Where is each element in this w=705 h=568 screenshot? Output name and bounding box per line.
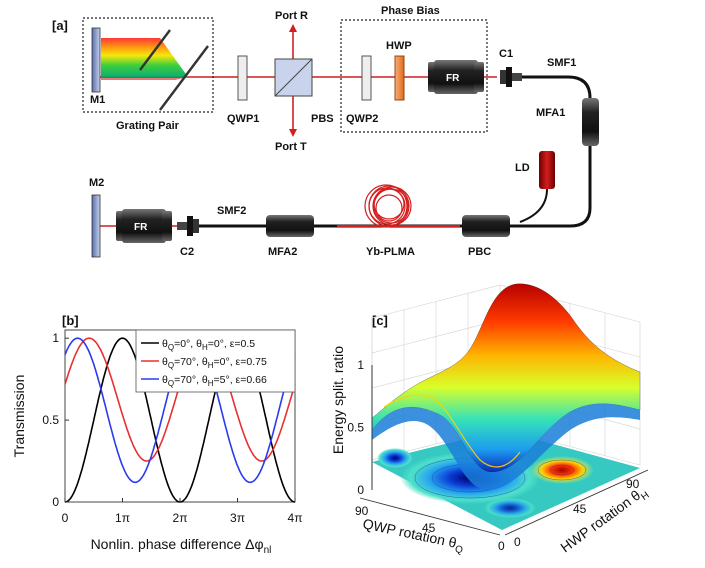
grating-1 [139,29,171,71]
faraday-rotator-2: FR [116,209,172,243]
legend-entry-2: θQ=70°, θH=0°, ε=0.75 [162,356,267,370]
panel-c-surface [371,283,641,490]
yb-plma-label: Yb-PLMA [366,246,415,258]
panel-b-x-tick-label-1: 1π [115,511,130,525]
qwp1-plate [237,55,248,101]
panel-b-y-tick-label-1: 0.5 [42,413,59,427]
ld-label: LD [515,162,530,174]
phase-bias-box [340,19,488,133]
fiber-smf1 [522,75,592,228]
panel-c-tag: [c] [372,313,388,328]
mfa1-component [582,98,599,146]
mirror-m1 [91,27,101,93]
hwp-label: HWP [386,40,412,52]
port-t-arrow-icon [289,129,297,137]
mfa2-label: MFA2 [268,246,297,258]
panel-c-z-tick-label-1: 0.5 [347,421,364,435]
panel-c-x-tick-45: 45 [422,521,436,535]
panel-b-x-tick-label-3: 3π [230,511,245,525]
smf2-label: SMF2 [217,205,246,217]
collimator-c1 [500,67,522,87]
port-r-arrow-icon [289,24,297,32]
grating-pair-label: Grating Pair [116,120,180,132]
panel-b-x-tick-label-4: 4π [288,511,303,525]
panel-b-legend: θQ=0°, θH=0°, ε=0.5 θQ=70°, θH=0°, ε=0.7… [135,329,296,393]
qwp1-label: QWP1 [227,113,259,125]
panel-b-y-tick-label-2: 1 [52,331,59,345]
legend-entry-1: θQ=0°, θH=0°, ε=0.5 [162,338,255,352]
panel-c-x-tick-90: 90 [355,504,369,518]
panel-c-3d-surface: [c] [330,283,652,559]
panel-b-tag: [b] [62,313,79,328]
panel-b-x-tick-label-2: 2π [173,511,188,525]
grating-pair-box [82,17,214,113]
m2-label: M2 [89,177,104,189]
panel-b-x-tick-label-0: 0 [62,511,69,525]
ld-pump-fiber [519,188,548,223]
fr-2-label: FR [134,222,148,233]
smf1-label: SMF1 [547,57,576,69]
fr-1-label: FR [446,73,460,84]
panel-b-chart: [b] 0 1π 2π 3π 4π 0 0.5 1 Transmission Nonlin. … [11,313,302,556]
panel-c-y-tick-90: 90 [626,477,640,491]
m1-label: M1 [90,94,105,106]
panel-c-y-tick-0: 0 [514,535,521,549]
c1-label: C1 [499,48,513,60]
mirror-m2 [91,194,101,258]
laser-diode-ld [539,151,555,189]
panel-a-setup-diagram: [a] M1 Grating Pair QWP1 PBS Port R Port… [52,5,599,258]
pbc-component [462,215,510,237]
panel-c-z-axis-label: Energy split. ratio [330,346,346,454]
c2-label: C2 [180,246,194,258]
panel-a-tag: [a] [52,18,68,33]
port-r-label: Port R [275,10,308,22]
dispersed-spectrum [101,38,188,77]
qwp2-plate [361,55,372,101]
qwp2-label: QWP2 [346,113,378,125]
pbc-label: PBC [468,246,491,258]
mfa2-component [266,215,314,237]
panel-c-z-axis: 00.51 [347,358,373,497]
panel-b-x-axis-label: Nonlin. phase difference Δφnl [91,536,272,556]
panel-c-z-tick-label-2: 1 [357,358,364,372]
collimator-c2 [177,216,199,236]
pbs-label: PBS [311,113,334,125]
grating-2 [159,45,209,111]
panel-b-axes: 0 1π 2π 3π 4π 0 0.5 1 [42,331,302,525]
panel-b-y-tick-label-0: 0 [52,495,59,509]
yb-plma-coil [364,184,412,228]
port-t-label: Port T [275,141,307,153]
panel-b-y-axis-label: Transmission [11,375,27,458]
legend-entry-3: θQ=70°, θH=5°, ε=0.66 [162,374,267,388]
faraday-rotator-1: FR [428,60,484,94]
panel-c-y-tick-45: 45 [573,502,587,516]
phase-bias-label: Phase Bias [381,5,440,17]
hwp-plate [394,55,405,101]
panel-c-x-tick-0: 0 [498,539,505,553]
panel-c-z-tick-label-0: 0 [357,483,364,497]
mfa1-label: MFA1 [536,107,565,119]
